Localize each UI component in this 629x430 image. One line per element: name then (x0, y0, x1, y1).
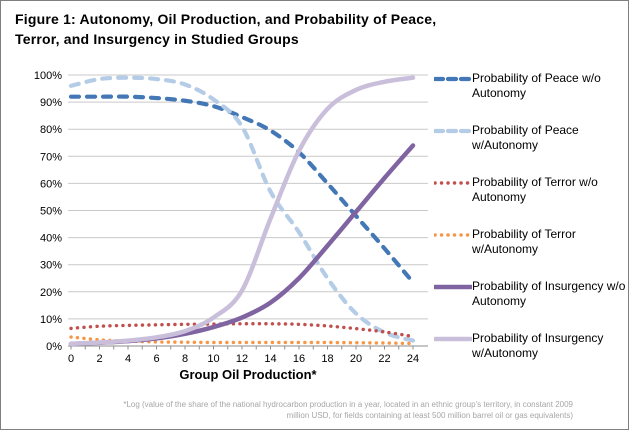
y-axis-tick-label: 50% (40, 206, 62, 218)
x-axis-tick-label: 22 (378, 353, 390, 365)
legend-item-peace-w-autonomy: Probability of Peace w/Autonomy (434, 123, 628, 153)
legend-label: Probability of Terror w/Autonomy (472, 227, 576, 256)
legend-line-sample (434, 336, 472, 341)
y-axis-tick-label: 30% (40, 260, 62, 272)
y-axis-tick-label: 70% (40, 151, 62, 163)
legend-line-sample (434, 180, 472, 185)
y-axis-tick-label: 100% (34, 70, 62, 82)
legend-line-sample (434, 128, 472, 133)
series-line-1 (68, 75, 416, 343)
x-axis-tick-label: 2 (96, 353, 102, 365)
legend-label: Probability of Peace w/o Autonomy (472, 71, 601, 100)
x-axis-tick-label: 4 (125, 353, 131, 365)
legend-item-terror-wo-autonomy: Probability of Terror w/o Autonomy (434, 175, 628, 205)
y-axis-tick-label: 40% (40, 233, 62, 245)
series-line-0 (68, 94, 416, 285)
y-axis-tick-label: 20% (40, 287, 62, 299)
figure-title: Figure 1: Autonomy, Oil Production, and … (15, 11, 437, 47)
y-axis-tick-label: 80% (40, 124, 62, 136)
series-line-4 (68, 143, 416, 347)
footnote: *Log (value of the share of the national… (53, 399, 573, 421)
x-axis-title: Group Oil Production* (179, 367, 317, 382)
legend-item-insurgency-wo-autonomy: Probability of Insurgency w/o Autonomy (434, 279, 628, 309)
y-axis-tick-label: 90% (40, 97, 62, 109)
x-axis-tick-label: 10 (207, 353, 219, 365)
x-axis-tick-label: 12 (236, 353, 248, 365)
series-line-2 (69, 322, 415, 339)
legend-label: Probability of Terror w/o Autonomy (472, 175, 598, 204)
y-axis-tick-label: 0% (46, 341, 62, 353)
footnote-line-2: million USD, for fields containing at le… (286, 411, 573, 420)
legend-line-sample (434, 284, 472, 289)
x-axis-tick-label: 24 (407, 353, 419, 365)
y-axis-tick-label: 60% (40, 178, 62, 190)
legend-item-peace-wo-autonomy: Probability of Peace w/o Autonomy (434, 71, 628, 101)
legend-label: Probability of Insurgency w/Autonomy (472, 331, 604, 360)
series-line-5 (68, 75, 416, 347)
x-axis-tick-label: 0 (68, 353, 74, 365)
x-axis-tick-label: 6 (153, 353, 159, 365)
legend-line-sample (434, 232, 472, 237)
x-axis-tick-label: 14 (264, 353, 276, 365)
legend-label: Probability of Peace w/Autonomy (472, 123, 579, 152)
legend-line-sample (434, 76, 472, 81)
legend-label: Probability of Insurgency w/o Autonomy (472, 279, 626, 308)
legend-item-terror-w-autonomy: Probability of Terror w/Autonomy (434, 227, 628, 257)
x-axis-tick-label: 18 (321, 353, 333, 365)
legend: Probability of Peace w/o Autonomy Probab… (434, 71, 628, 383)
x-axis-tick-label: 16 (293, 353, 305, 365)
x-axis-tick-label: 20 (350, 353, 362, 365)
x-axis-tick-label: 8 (182, 353, 188, 365)
y-axis-tick-label: 10% (40, 314, 62, 326)
legend-item-insurgency-w-autonomy: Probability of Insurgency w/Autonomy (434, 331, 628, 361)
footnote-line-1: *Log (value of the share of the national… (123, 400, 573, 409)
